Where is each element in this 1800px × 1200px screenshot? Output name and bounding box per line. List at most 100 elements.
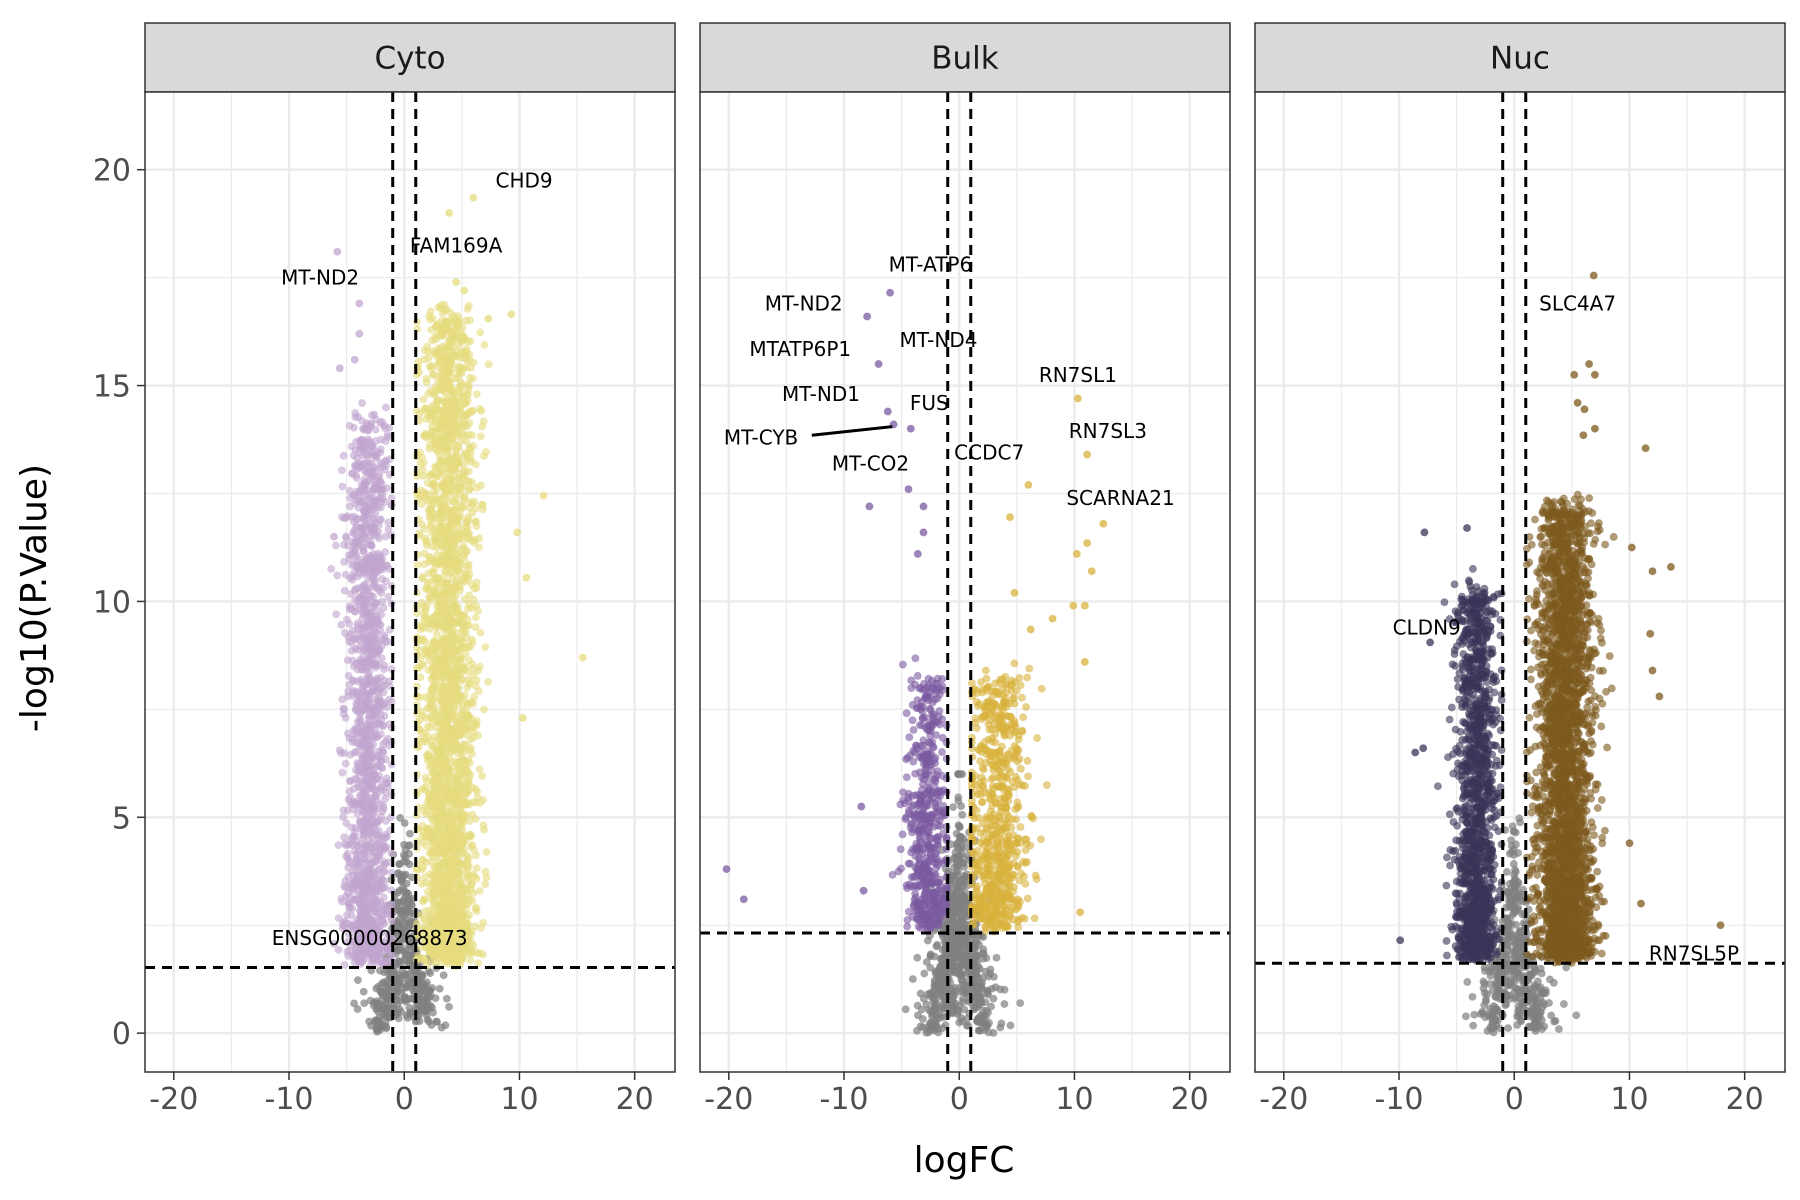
point-up	[459, 860, 468, 869]
point-up	[431, 791, 440, 800]
point-not-significant	[396, 1007, 405, 1016]
point-down	[327, 564, 336, 573]
point-up	[430, 752, 439, 761]
point-down	[345, 857, 354, 866]
point-down	[368, 686, 377, 695]
point-up-outlier	[578, 653, 587, 662]
point-up-outlier	[539, 491, 548, 500]
point-down	[350, 634, 359, 643]
point-up	[457, 675, 466, 684]
point-not-significant	[442, 994, 451, 1003]
point-not-significant	[395, 973, 404, 982]
point-up	[471, 613, 480, 622]
point-down	[367, 757, 376, 766]
point-up	[469, 671, 478, 680]
point-up	[417, 865, 426, 874]
point-up	[444, 423, 453, 432]
point-up	[463, 699, 472, 708]
point-up	[426, 811, 435, 820]
point-up	[472, 390, 481, 399]
point-down	[364, 820, 373, 829]
point-up	[419, 487, 428, 496]
point-up	[466, 842, 475, 851]
point-up	[462, 518, 471, 527]
point-up	[422, 374, 431, 383]
point-up	[465, 418, 474, 427]
point-down	[378, 958, 387, 967]
point-up	[472, 601, 481, 610]
point-up	[462, 455, 471, 464]
point-up	[435, 808, 444, 817]
point-down	[361, 478, 370, 487]
point-down	[342, 841, 351, 850]
point-up	[423, 825, 432, 834]
point-up	[446, 866, 455, 875]
point-down	[381, 817, 390, 826]
point-down	[351, 553, 360, 562]
point-down	[350, 560, 359, 569]
x-tick-label: -10	[265, 1082, 314, 1117]
point-down	[384, 592, 393, 601]
point-down	[338, 695, 347, 704]
point-down	[343, 849, 352, 858]
point-up	[416, 673, 425, 682]
point-not-significant	[399, 851, 408, 860]
gene-label: CHD9	[495, 169, 552, 193]
point-down	[381, 403, 390, 412]
point-up	[439, 435, 448, 444]
point-up	[438, 596, 447, 605]
point-not-significant	[397, 988, 406, 997]
point-up	[465, 832, 474, 841]
point-up	[465, 800, 474, 809]
point-down	[383, 430, 392, 439]
point-not-significant	[429, 1008, 438, 1017]
point-down	[375, 685, 384, 694]
point-up	[471, 518, 480, 527]
point-up	[443, 720, 452, 729]
point-down	[350, 799, 359, 808]
point-down	[363, 451, 372, 460]
point-down	[370, 786, 379, 795]
point-down	[361, 764, 370, 773]
point-down	[358, 624, 367, 633]
point-up	[458, 332, 467, 341]
point-up	[481, 880, 490, 889]
point-up	[471, 460, 480, 469]
facet-panels: CytoCHD9FAM169AMT-ND2ENSG00000268873-20-…	[93, 22, 1786, 1117]
point-up	[423, 722, 432, 731]
point-up	[453, 365, 462, 374]
point-up	[467, 509, 476, 518]
point-up	[443, 668, 452, 677]
point-up	[434, 574, 443, 583]
point-not-significant	[400, 840, 409, 849]
point-down	[356, 898, 365, 907]
point-up	[442, 393, 451, 402]
point-down	[378, 490, 387, 499]
point-up	[437, 480, 446, 489]
facet-panel-cyto: CytoCHD9FAM169AMT-ND2ENSG00000268873-20-…	[93, 22, 676, 1117]
point-up	[428, 664, 437, 673]
point-up	[435, 857, 444, 866]
gene-label: FAM169A	[410, 233, 503, 257]
point-up	[460, 896, 469, 905]
point-down	[356, 496, 365, 505]
point-up	[451, 793, 460, 802]
point-up	[447, 727, 456, 736]
point-up	[472, 483, 481, 492]
point-up	[462, 410, 471, 419]
point-down-outlier	[329, 532, 338, 541]
point-down	[343, 656, 352, 665]
point-up	[433, 526, 442, 535]
point-up	[446, 881, 455, 890]
point-down	[359, 441, 368, 450]
point-down	[352, 473, 361, 482]
point-up	[476, 628, 485, 637]
point-down	[378, 916, 387, 925]
x-tick-label: 10	[500, 1082, 538, 1117]
point-not-significant	[405, 910, 414, 919]
point-down	[373, 852, 382, 861]
x-tick-label: 20	[616, 1082, 654, 1117]
point-down	[347, 911, 356, 920]
point-up	[484, 360, 493, 369]
point-up	[458, 706, 467, 715]
